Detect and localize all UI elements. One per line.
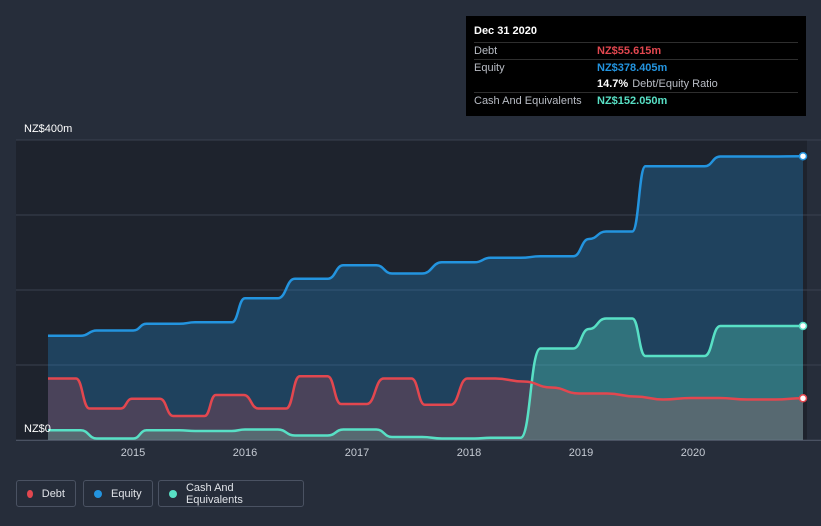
equity-end-marker — [798, 151, 808, 161]
x-tick-label: 2019 — [569, 447, 593, 459]
axes: NZ$400m NZ$0 2015 2016 2017 2018 2019 2020 — [16, 123, 821, 459]
x-tick-label: 2017 — [345, 447, 369, 459]
legend-item-cash[interactable]: Cash And Equivalents — [158, 480, 304, 507]
y-axis-top-label: NZ$400m — [24, 123, 72, 135]
legend-equity-label: Equity — [111, 487, 142, 500]
equity-legend-dot-icon — [94, 489, 102, 498]
tooltip-ratio-label: Debt/Equity Ratio — [632, 78, 718, 90]
tooltip-row-debt: Debt NZ$55.615m — [474, 42, 798, 59]
tooltip-ratio-value: 14.7% — [597, 78, 629, 90]
equity-area — [48, 156, 803, 440]
tooltip-panel: Dec 31 2020 Debt NZ$55.615m Equity NZ$37… — [466, 16, 806, 116]
tooltip-row-ratio: 14.7% Debt/Equity Ratio — [474, 76, 798, 92]
tooltip-equity-value: NZ$378.405m — [597, 62, 668, 74]
legend-debt-label: Debt — [41, 487, 65, 500]
debt-legend-dot-icon — [27, 489, 33, 498]
debt-end-marker — [798, 394, 808, 403]
tooltip-debt-label: Debt — [474, 45, 498, 57]
cash-end-marker — [798, 321, 808, 331]
x-tick-label: 2020 — [681, 447, 705, 459]
series-areas — [48, 156, 803, 440]
cash-legend-dot-icon — [169, 489, 177, 498]
grid-lines — [16, 139, 821, 441]
tooltip-ratio-spacer — [474, 76, 597, 92]
tooltip-date: Dec 31 2020 — [474, 25, 537, 37]
tooltip-equity-label: Equity — [474, 62, 505, 74]
tooltip-cash-label: Cash And Equivalents — [474, 95, 582, 107]
x-tick-label: 2015 — [121, 447, 145, 459]
cash-area — [48, 318, 803, 440]
series-end-markers — [798, 151, 808, 403]
legend-item-equity[interactable]: Equity — [83, 480, 153, 507]
x-tick-label: 2018 — [457, 447, 481, 459]
debt-line — [48, 375, 804, 418]
legend-cash-label: Cash And Equivalents — [185, 481, 243, 506]
tooltip-debt-value: NZ$55.615m — [597, 45, 662, 57]
debt-area — [48, 376, 803, 440]
equity-line — [48, 154, 804, 338]
cash-line — [48, 317, 803, 440]
tooltip-cash-value: NZ$152.050m — [597, 95, 668, 107]
tooltip-row-equity: Equity NZ$378.405m — [474, 59, 798, 76]
y-axis-zero-label: NZ$0 — [24, 423, 51, 435]
tooltip-row-cash: Cash And Equivalents NZ$152.050m — [474, 92, 798, 109]
series-lines — [48, 154, 804, 440]
legend-item-debt[interactable]: Debt — [16, 480, 76, 507]
x-tick-label: 2016 — [233, 447, 257, 459]
